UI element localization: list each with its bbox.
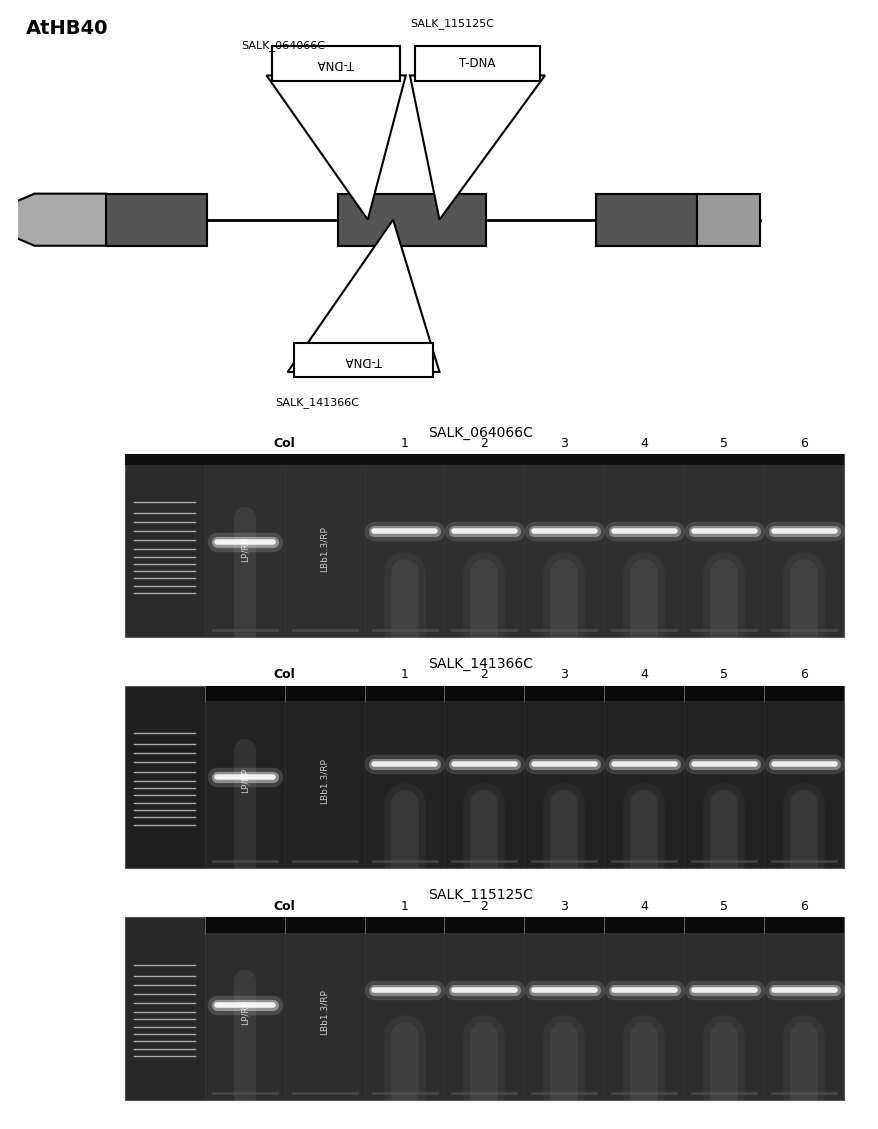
Bar: [524, 685, 604, 868]
Bar: [683, 454, 763, 637]
Bar: [763, 917, 843, 1100]
Text: T-DNA: T-DNA: [459, 56, 495, 70]
Text: 6: 6: [799, 668, 807, 681]
Bar: [415, 46, 539, 80]
Bar: [524, 917, 604, 1100]
Text: 3: 3: [560, 437, 568, 449]
Text: AtHB40: AtHB40: [26, 19, 108, 38]
Bar: [683, 685, 763, 868]
Text: SALK_141366C: SALK_141366C: [428, 657, 532, 671]
Bar: [683, 917, 763, 1100]
Bar: [205, 685, 843, 701]
Text: 6: 6: [799, 900, 807, 912]
Text: Col: Col: [273, 437, 295, 449]
Text: LBb1.3/RP: LBb1.3/RP: [320, 526, 328, 572]
Text: LP/RP: LP/RP: [240, 536, 248, 562]
Bar: [595, 194, 696, 246]
Text: 5: 5: [719, 900, 728, 912]
Bar: [604, 685, 683, 868]
Text: 1: 1: [400, 437, 408, 449]
Text: 1: 1: [400, 668, 408, 681]
Polygon shape: [287, 220, 439, 373]
Text: 2: 2: [480, 900, 488, 912]
Bar: [272, 46, 399, 80]
Bar: [125, 685, 843, 868]
Text: LP/RP: LP/RP: [240, 999, 248, 1025]
Text: 4: 4: [640, 900, 647, 912]
Bar: [696, 194, 759, 246]
Bar: [284, 454, 364, 637]
Polygon shape: [0, 194, 106, 246]
Bar: [284, 917, 364, 1100]
Text: Col: Col: [273, 900, 295, 912]
Text: 2: 2: [480, 668, 488, 681]
Bar: [444, 454, 524, 637]
Text: SALK_115125C: SALK_115125C: [428, 889, 532, 902]
Text: LBb1.3/RP: LBb1.3/RP: [320, 758, 328, 804]
Text: 1: 1: [400, 900, 408, 912]
Polygon shape: [409, 76, 544, 220]
Polygon shape: [266, 76, 406, 220]
Text: 5: 5: [719, 437, 728, 449]
Text: T-DNA: T-DNA: [345, 353, 381, 367]
Bar: [364, 454, 444, 637]
Bar: [106, 194, 207, 246]
Bar: [284, 685, 364, 868]
Bar: [293, 343, 433, 377]
Bar: [125, 454, 843, 465]
Text: 3: 3: [560, 668, 568, 681]
Text: 5: 5: [719, 668, 728, 681]
Text: T-DNA: T-DNA: [318, 56, 354, 70]
Text: LBb1.3/RP: LBb1.3/RP: [320, 989, 328, 1035]
Bar: [205, 685, 284, 868]
Bar: [205, 917, 284, 1100]
Text: SALK_064066C: SALK_064066C: [428, 426, 532, 439]
Bar: [444, 685, 524, 868]
Text: 4: 4: [640, 437, 647, 449]
Bar: [205, 454, 284, 637]
Bar: [364, 685, 444, 868]
Text: 3: 3: [560, 900, 568, 912]
Bar: [763, 685, 843, 868]
Bar: [125, 917, 843, 1100]
Bar: [125, 454, 843, 637]
Bar: [364, 917, 444, 1100]
Bar: [604, 454, 683, 637]
Text: LP/RP: LP/RP: [240, 768, 248, 794]
Text: 6: 6: [799, 437, 807, 449]
Bar: [524, 454, 604, 637]
Bar: [763, 454, 843, 637]
Text: Col: Col: [273, 668, 295, 681]
Bar: [338, 194, 486, 246]
Text: 2: 2: [480, 437, 488, 449]
Text: 4: 4: [640, 668, 647, 681]
Text: SALK_141366C: SALK_141366C: [275, 396, 358, 408]
Text: SALK_115125C: SALK_115125C: [409, 18, 493, 28]
Text: SALK_064066C: SALK_064066C: [241, 40, 325, 51]
Bar: [604, 917, 683, 1100]
Bar: [444, 917, 524, 1100]
Bar: [205, 917, 843, 933]
